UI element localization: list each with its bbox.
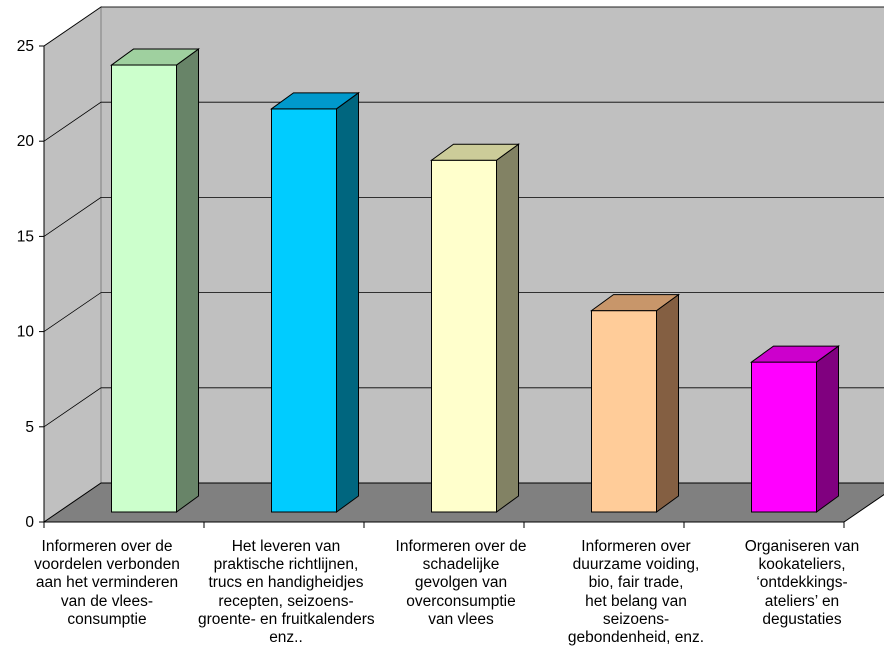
bar-front — [271, 108, 337, 513]
y-tick-label: 25 — [17, 38, 34, 55]
gridline — [43, 292, 884, 332]
x-category-label-line: seizoens- — [602, 610, 670, 628]
bar-front — [751, 361, 817, 513]
x-category-label-line: Informeren over de — [395, 538, 527, 555]
y-tick-label: 15 — [17, 228, 34, 245]
gridline — [43, 6, 884, 47]
x-category-label-line: trucs en handigheidjes — [208, 574, 364, 592]
bar — [269, 91, 361, 513]
bar-side — [176, 48, 199, 513]
bar-top — [269, 92, 361, 110]
x-category-label-line: Informeren over de — [41, 538, 173, 555]
gridline — [43, 101, 884, 142]
bar-front — [591, 310, 657, 513]
x-category-label-line: van vlees — [428, 610, 494, 628]
y-tick-label: 20 — [17, 133, 35, 150]
x-category-label: Organiseren van kookateliers, ‘ontdekkings… — [714, 538, 884, 629]
y-tick-label: 10 — [17, 324, 35, 341]
x-category-label-line: duurzame voiding, — [572, 556, 700, 574]
bar-side — [816, 345, 839, 513]
x-category-label-line: recepten, seizoens- — [218, 592, 354, 610]
gridline — [43, 196, 884, 237]
chart-axes: 0 5 10 15 20 25 — [17, 38, 845, 531]
x-category-label-line: ‘ontdekkings- — [756, 574, 848, 592]
bar-top — [749, 345, 841, 363]
x-category-label-line: bio, fair trade, — [588, 574, 684, 592]
bar-side — [336, 91, 359, 513]
bar-front — [431, 159, 497, 513]
x-category-label-line: het belang van — [585, 592, 687, 610]
bar — [589, 293, 681, 513]
x-category-label: Informeren over de schadelijke gevolgen va… — [373, 538, 549, 629]
x-category-label: Informeren over de voordelen verbonden aan… — [19, 538, 195, 629]
y-tick-label: 0 — [25, 514, 34, 531]
bar-top — [589, 294, 681, 312]
x-category-label-line: groente- en fruitkalenders — [198, 610, 375, 628]
x-category-label-line: degustaties — [762, 610, 842, 628]
bar — [429, 143, 521, 513]
x-category-label-line: gevolgen van — [414, 574, 508, 592]
bar — [109, 48, 201, 513]
bar-side — [496, 143, 519, 513]
chart-bars — [109, 48, 841, 513]
bar-side — [656, 293, 679, 513]
x-category-label-line: ateliers’ en — [764, 592, 840, 610]
x-category-label: Informeren over duurzame voiding, bio, fai… — [548, 538, 724, 647]
x-category-label-line: aan het verminderen — [35, 574, 179, 592]
x-category-label-line: praktische richtlijnen, — [213, 556, 359, 574]
bar-top — [109, 48, 201, 66]
chart-gridlines — [43, 6, 884, 428]
x-category-label: Het leveren van praktische richtlijnen, tr… — [198, 538, 375, 647]
x-category-label-line: Organiseren van — [744, 538, 860, 555]
y-tick-label: 5 — [25, 419, 34, 436]
x-category-label-line: voordelen verbonden — [34, 556, 180, 574]
x-category-label-line: consumptie — [67, 610, 147, 628]
x-category-label-line: gebondenheid, enz. — [567, 629, 705, 647]
side-wall — [43, 6, 102, 523]
x-category-label-line: Informeren over — [581, 538, 691, 555]
x-category-label-line: kookateliers, — [758, 556, 846, 574]
x-category-label-line: schadelijke — [422, 556, 500, 574]
x-category-label-line: van de vlees- — [60, 592, 154, 610]
x-category-label-line: enz.. — [269, 629, 303, 647]
bar-front — [111, 64, 177, 513]
x-category-label-line: Het leveren van — [231, 538, 341, 555]
x-category-label-line: overconsumptie — [406, 592, 516, 610]
bar — [749, 345, 841, 513]
bar-top — [429, 143, 521, 161]
